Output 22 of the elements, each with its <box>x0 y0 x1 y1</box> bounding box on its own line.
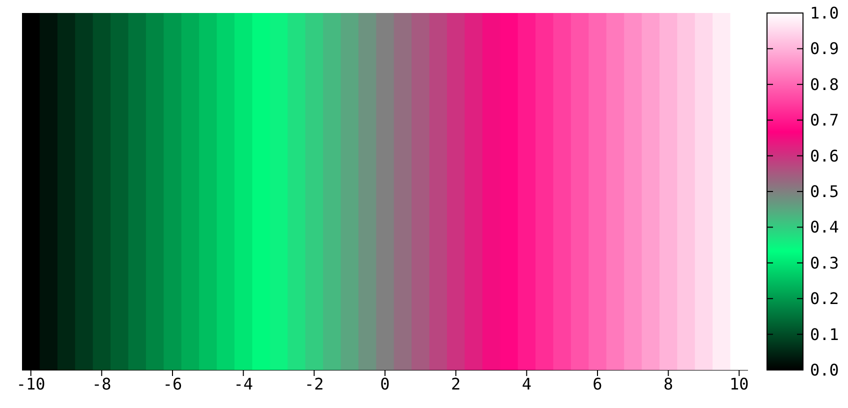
x-tick-label: 8 <box>663 374 674 394</box>
x-tick-label: -6 <box>162 374 182 394</box>
color-bar-label: 0.1 <box>810 324 839 344</box>
color-bar-label: 0.4 <box>810 218 839 237</box>
x-tick-label: -10 <box>16 374 46 394</box>
x-tick-label: -8 <box>92 374 112 394</box>
x-tick-label: 2 <box>451 374 461 394</box>
x-tick-label: -4 <box>234 374 253 394</box>
color-bar-label: 0.8 <box>810 74 839 94</box>
color-bar-label: 0.9 <box>810 39 839 58</box>
x-tick-label: 4 <box>522 374 532 394</box>
x-tick-label: 0 <box>380 374 390 394</box>
color-bar-label: 0.6 <box>810 146 839 166</box>
color-bar-label: 0.0 <box>810 360 839 380</box>
x-tick-label: 6 <box>592 374 602 394</box>
color-bar-label: 0.5 <box>810 182 839 201</box>
color-bar-label: 1.0 <box>810 4 839 22</box>
color-bar-label: 0.7 <box>810 110 839 130</box>
x-tick-label: 10 <box>730 374 749 394</box>
color-bar-label: 0.2 <box>810 289 839 308</box>
x-tick-label: -2 <box>304 374 324 394</box>
color-bar-label: 0.3 <box>810 253 839 272</box>
